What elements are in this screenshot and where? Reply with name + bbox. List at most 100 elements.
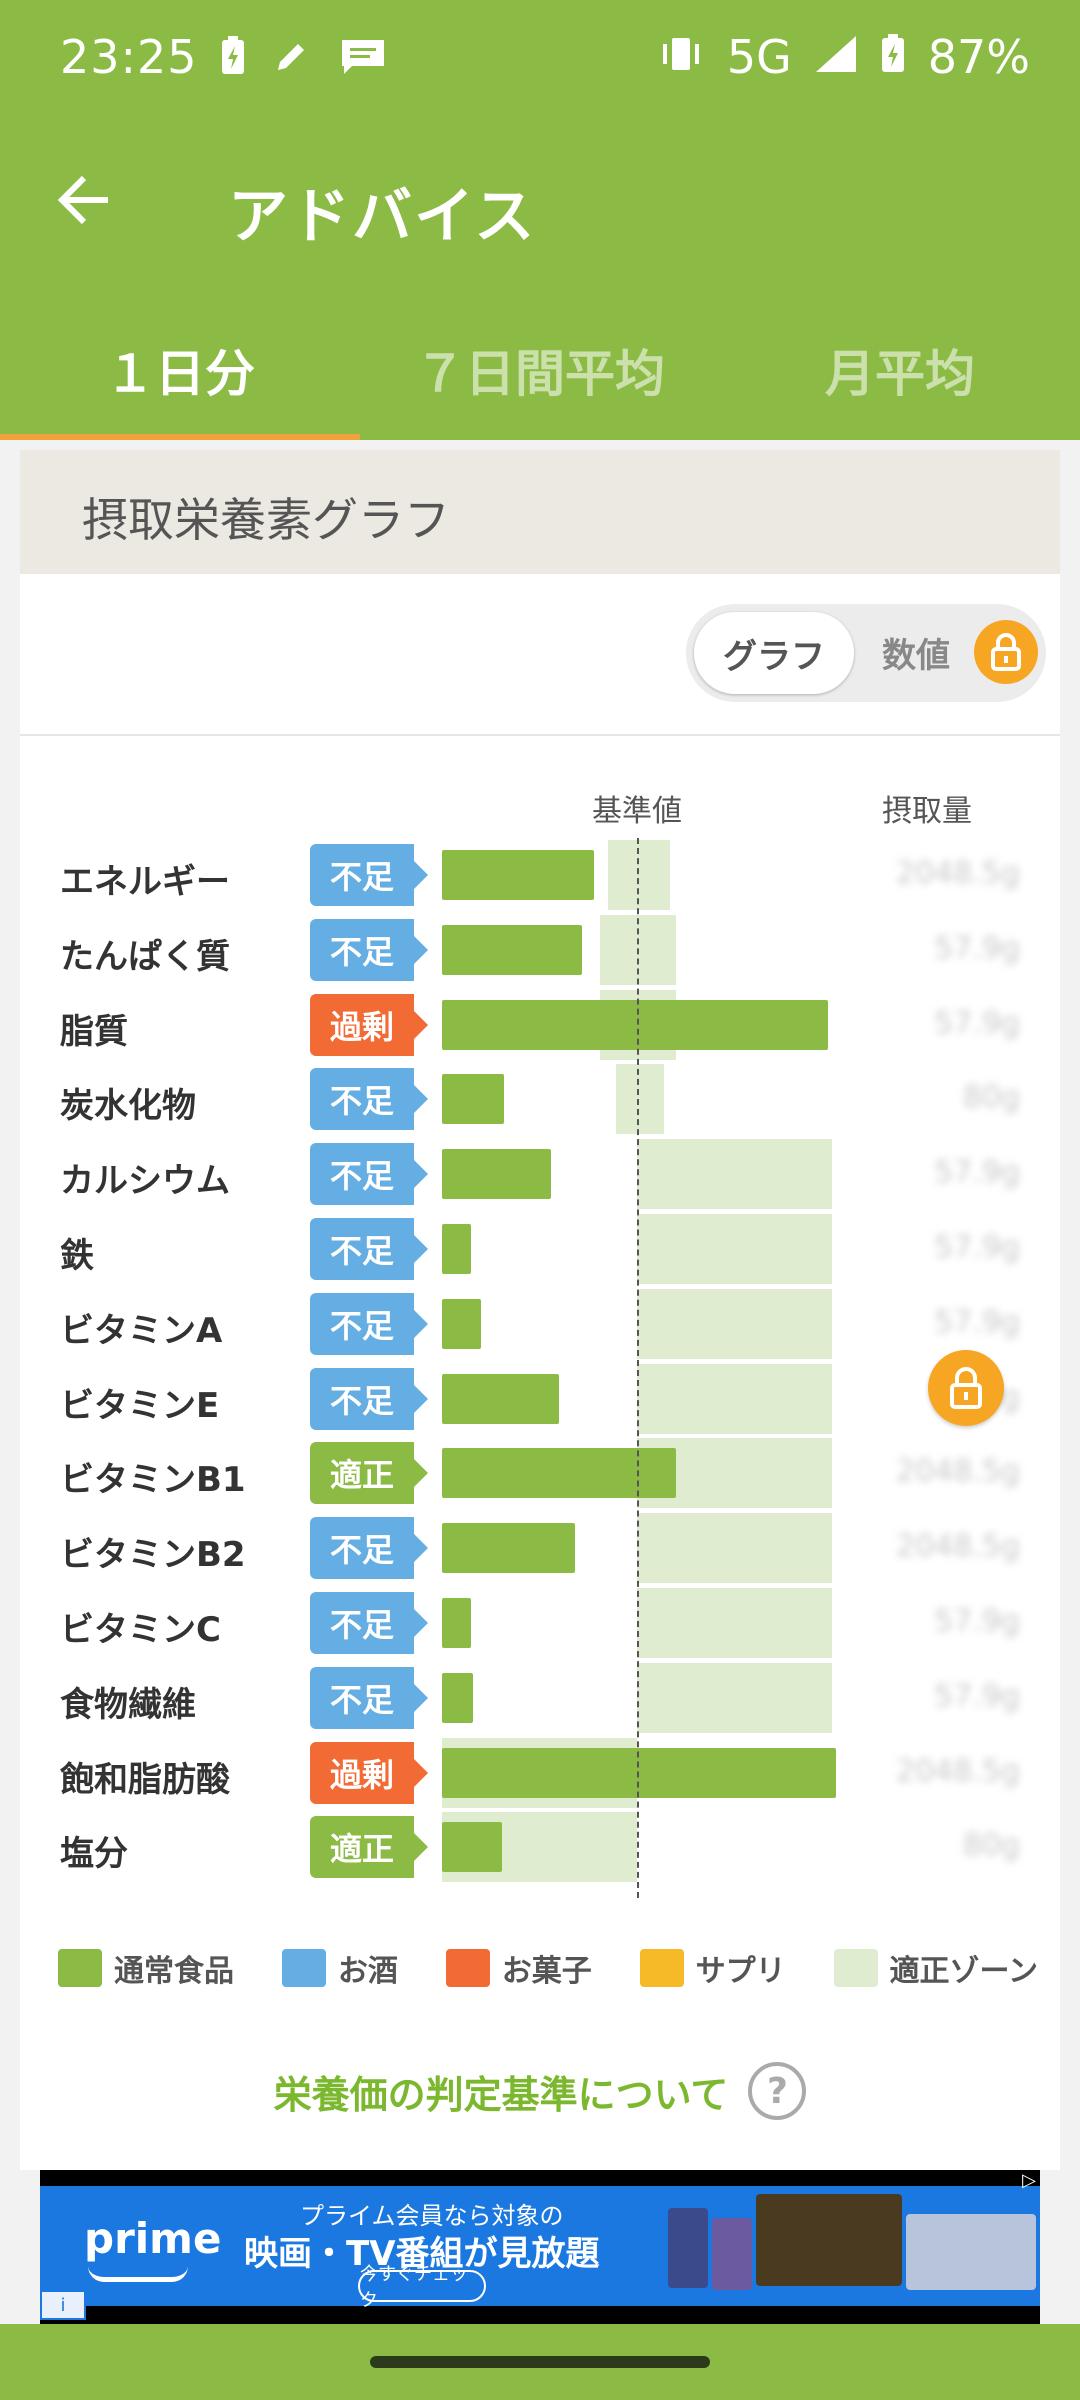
intake-amount: 57.9g: [934, 1678, 1020, 1714]
status-badge: 適正: [310, 1442, 428, 1505]
app-header: 23:25 5G 87%: [0, 0, 1080, 440]
ad-thumbnail: [756, 2194, 902, 2286]
period-tabs: １日分 ７日間平均 月平均: [0, 300, 1080, 440]
toggle-value-button[interactable]: 数値: [882, 636, 950, 676]
nutrient-label: ビタミンB1: [60, 1460, 246, 1501]
status-bar: 23:25 5G 87%: [0, 0, 1080, 120]
ad-line-2: 映画・TV番組が見放題: [244, 2234, 600, 2274]
intake-amount: 80g: [962, 1080, 1020, 1116]
nutrient-row: 鉄 不足 57.9g: [20, 1212, 1060, 1287]
nutrient-label: 鉄: [60, 1236, 94, 1276]
nutrient-label: ビタミンA: [60, 1310, 223, 1351]
tab-monthly-average[interactable]: 月平均: [825, 345, 975, 403]
battery-charging-icon: [220, 36, 246, 83]
nutrient-label: ビタミンB2: [60, 1535, 246, 1576]
nutrient-row: 脂質 過剰 57.9g: [20, 988, 1060, 1063]
intake-bar: [442, 1298, 481, 1349]
nutrient-label: 塩分: [60, 1834, 128, 1875]
intake-amount: 2048.5g: [895, 1753, 1020, 1789]
ad-choices-icon[interactable]: ▷: [1022, 2170, 1036, 2191]
nutrient-graph-card: 摂取栄養素グラフ グラフ 数値 基準値 摂取量 エネルギー 不足 2048.5g たん…: [20, 450, 1060, 2170]
legend-item: お菓子: [445, 1946, 592, 1990]
reference-line: [637, 838, 639, 1898]
home-indicator[interactable]: [370, 2356, 710, 2368]
intake-amount: 57.9g: [934, 1155, 1020, 1191]
card-title: 摂取栄養素グラフ: [82, 493, 450, 547]
signal-icon: [814, 34, 858, 81]
optimal-zone: [637, 1363, 832, 1434]
gesture-nav-bar: [0, 2324, 1080, 2400]
view-toggle[interactable]: グラフ 数値: [686, 604, 1046, 702]
nutrient-label: 食物繊維: [60, 1684, 196, 1725]
vibrate-icon: [657, 34, 705, 81]
ad-thumbnail: [668, 2208, 708, 2288]
card-header: 摂取栄養素グラフ: [20, 450, 1060, 574]
optimal-zone: [615, 1064, 665, 1135]
intake-amount: 2048.5g: [895, 1454, 1020, 1490]
intake-bar: [442, 1523, 575, 1574]
intake-bar: [442, 924, 583, 975]
criteria-link-text[interactable]: 栄養価の判定基準について: [273, 2072, 729, 2117]
criteria-link[interactable]: 栄養価の判定基準について ?: [20, 2062, 1060, 2120]
intake-amount: 80g: [962, 1828, 1020, 1864]
status-badge: 不足: [310, 1666, 428, 1729]
intake-bar: [442, 1822, 503, 1873]
nutrient-label: 飽和脂肪酸: [60, 1759, 230, 1800]
status-badge: 過剰: [310, 1741, 428, 1804]
status-badge: 不足: [310, 844, 428, 906]
intake-amount: 57.9g: [934, 930, 1020, 966]
legend: 通常食品 お酒 お菓子 サプリ 適正ゾーン: [58, 1946, 1038, 1990]
nutrient-row: ビタミンE不足57.9g: [20, 1362, 1060, 1437]
optimal-zone: [637, 1288, 832, 1359]
ad-info-icon[interactable]: i: [40, 2290, 86, 2320]
ad-banner[interactable]: prime プライム会員なら対象の 映画・TV番組が見放題 今すぐチェック i …: [0, 2170, 1080, 2324]
amazon-smile-icon: [88, 2266, 188, 2282]
ad-brand: prime: [84, 2214, 222, 2263]
intake-bar: [442, 1598, 472, 1648]
intake-lock-button[interactable]: [928, 1350, 1004, 1426]
battery-percent: 87%: [927, 30, 1030, 84]
nutrient-row: ビタミンB2 不足 2048.5g: [20, 1511, 1060, 1586]
legend-item: サプリ: [639, 1946, 786, 1990]
status-badge: 不足: [310, 1143, 428, 1206]
ad-frame[interactable]: prime プライム会員なら対象の 映画・TV番組が見放題 今すぐチェック i …: [40, 2170, 1040, 2324]
nutrient-row: ビタミンB1 適正 2048.5g: [20, 1436, 1060, 1511]
legend-swatch: [281, 1949, 326, 1987]
intake-bar: [442, 1224, 472, 1274]
optimal-zone: [637, 1662, 832, 1733]
legend-item: お酒: [281, 1946, 398, 1990]
tab-one-day[interactable]: １日分: [0, 300, 360, 440]
nutrient-row: 炭水化物 不足 80g: [20, 1062, 1060, 1137]
legend-item: 適正ゾーン: [833, 1946, 1038, 1990]
legend-item: 通常食品: [58, 1946, 234, 1990]
optimal-zone: [637, 1588, 832, 1658]
column-header-intake: 摂取量: [882, 794, 972, 829]
intake-amount: 2048.5g: [895, 1529, 1020, 1565]
nutrient-row: 塩分 適正 80g: [20, 1810, 1060, 1885]
legend-swatch: [58, 1949, 102, 1987]
optimal-zone: [637, 1214, 832, 1284]
status-badge: 不足: [310, 1592, 428, 1654]
ad-thumbnail: [906, 2214, 1036, 2290]
column-header-reference: 基準値: [592, 794, 682, 829]
nutrient-label: カルシウム: [60, 1161, 230, 1202]
message-icon: [338, 36, 388, 83]
status-badge: 不足: [310, 1292, 428, 1355]
nutrient-label: ビタミンC: [60, 1610, 221, 1650]
ad-cta-button[interactable]: 今すぐチェック: [358, 2264, 486, 2311]
nutrient-row: たんぱく質 不足 57.9g: [20, 913, 1060, 988]
toggle-graph-button[interactable]: グラフ: [694, 612, 854, 694]
help-icon[interactable]: ?: [748, 2062, 807, 2120]
intake-bar: [442, 850, 595, 900]
tab-seven-day-average[interactable]: ７日間平均: [415, 345, 665, 403]
ad-content[interactable]: prime プライム会員なら対象の 映画・TV番組が見放題 今すぐチェック i: [40, 2186, 1040, 2320]
nutrient-label: 炭水化物: [60, 1086, 196, 1127]
intake-amount: 2048.5g: [895, 856, 1020, 891]
intake-amount: 57.9g: [934, 1304, 1020, 1340]
divider: [20, 734, 1060, 736]
status-badge: 過剰: [310, 993, 428, 1056]
intake-amount: 57.9g: [934, 1604, 1020, 1639]
legend-swatch: [639, 1949, 684, 1987]
arrow-left-icon[interactable]: [54, 170, 114, 241]
nutrient-row: 飽和脂肪酸 過剰 2048.5g: [20, 1736, 1060, 1811]
